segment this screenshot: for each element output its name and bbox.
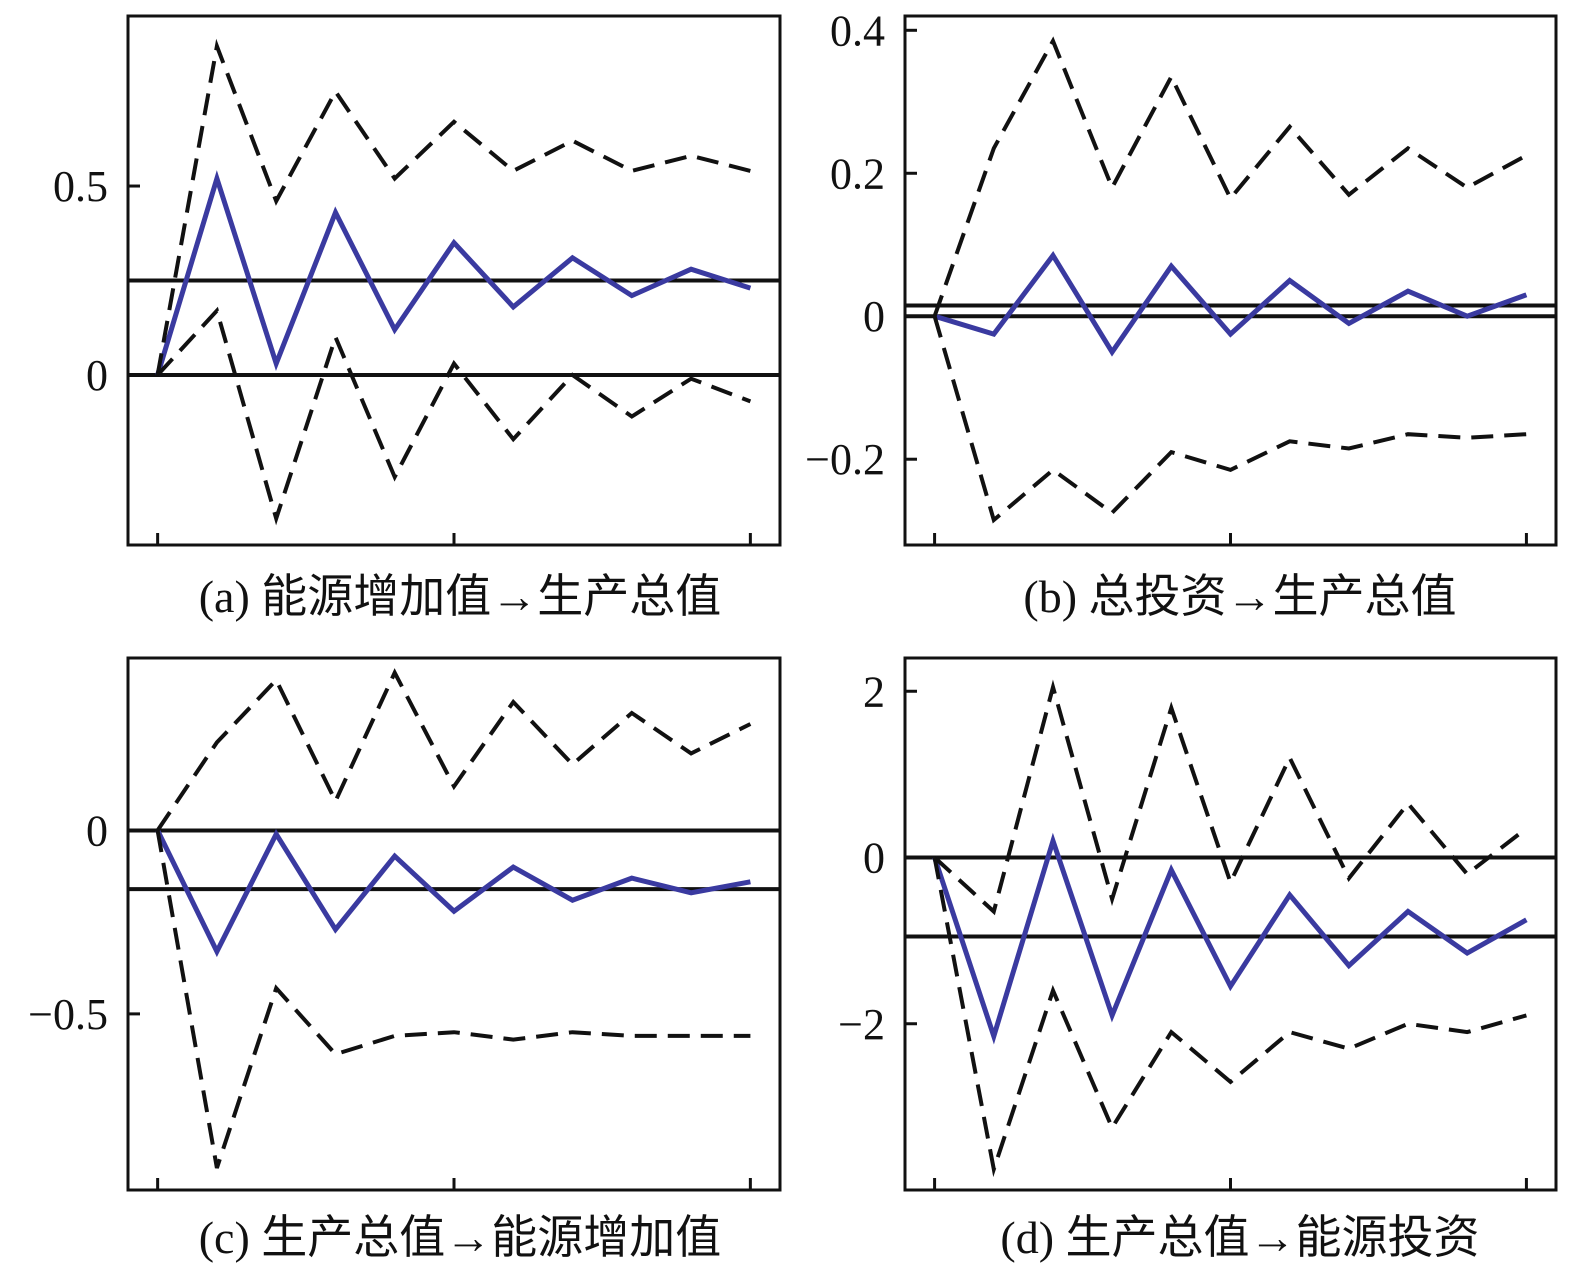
- panel-caption-b: (b) 总投资→生产总值: [1023, 571, 1456, 622]
- lower-line-c: [155, 830, 751, 1169]
- y-tick-label-c-0: −0.5: [28, 990, 108, 1039]
- panel-caption-a: (a) 能源增加值→生产总值: [199, 571, 722, 622]
- axes-frame-c: [126, 656, 782, 1192]
- response-line-b: [933, 251, 1528, 357]
- y-tick-label-c-1: 0: [86, 806, 108, 855]
- upper-line-c: [155, 668, 752, 832]
- lower-line-b: [932, 315, 1527, 524]
- panel-c: −0.5 0 (c) 生产总值→能源增加值: [28, 656, 782, 1263]
- y-tick-label-b-1: 0: [863, 292, 885, 341]
- panel-b: −0.2 0 0.2 0.4 (b) 总投资→生产总值: [805, 6, 1558, 622]
- y-tick-label-a-1: 0.5: [53, 162, 108, 211]
- lower-line-d: [932, 857, 1527, 1178]
- panel-a: 0 0.5 (a) 能源增加值→生产总值: [53, 14, 782, 622]
- lower-line-a: [156, 306, 752, 526]
- response-line-a: [155, 170, 752, 376]
- y-tick-label-b-2: 0.2: [830, 149, 885, 198]
- y-tick-label-a-0: 0: [86, 351, 108, 400]
- axes-frame-d: [903, 656, 1558, 1192]
- upper-line-a: [155, 38, 751, 376]
- axes-frame-b: [903, 14, 1558, 547]
- response-line-d: [932, 832, 1528, 1045]
- upper-line-b: [932, 36, 1528, 317]
- panel-d: −2 0 2 (d) 生产总值→能源投资: [838, 656, 1558, 1263]
- y-tick-label-b-3: 0.4: [830, 6, 885, 55]
- response-line-c: [155, 829, 751, 958]
- upper-line-d: [933, 679, 1528, 916]
- panel-caption-c: (c) 生产总值→能源增加值: [199, 1212, 722, 1263]
- panel-caption-d: (d) 生产总值→能源投资: [1000, 1212, 1479, 1263]
- y-tick-label-b-0: −0.2: [805, 435, 885, 484]
- y-tick-label-d-1: 0: [863, 834, 885, 883]
- y-tick-label-d-0: −2: [838, 1000, 885, 1049]
- y-tick-label-d-2: 2: [863, 667, 885, 716]
